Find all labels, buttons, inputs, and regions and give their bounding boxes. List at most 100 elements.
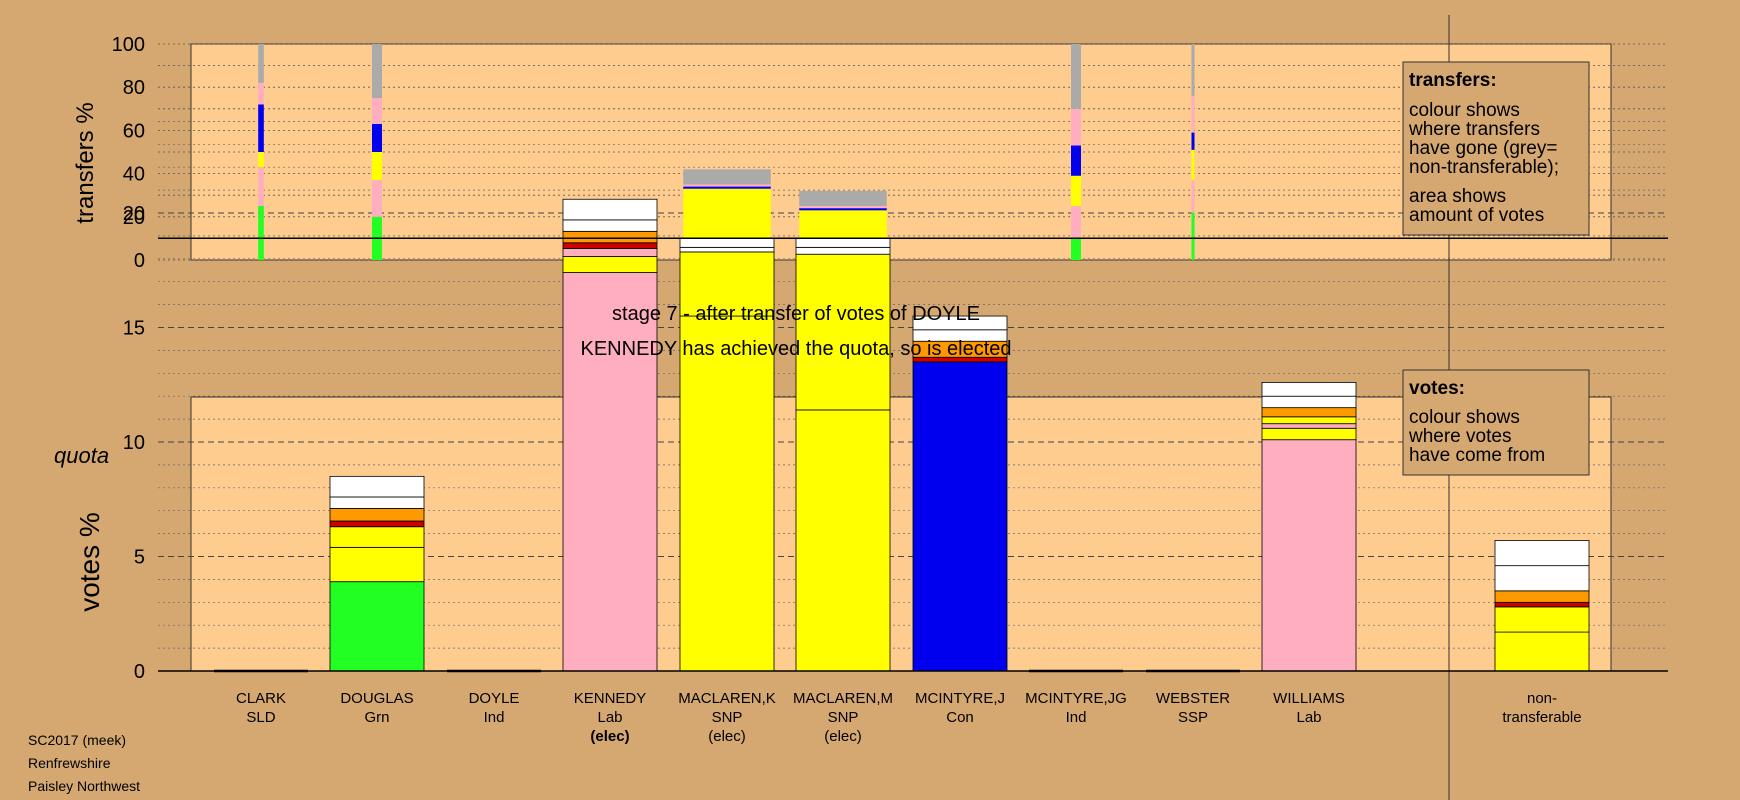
vote-segment (329, 475, 425, 498)
transfer-segment (371, 152, 383, 181)
bars (214, 44, 1590, 673)
candidate-label: DOUGLAS Grn (317, 689, 437, 727)
transfer-segment (371, 180, 383, 217)
legend-transfers-line: where transfers (1408, 119, 1540, 140)
candidate-status: (elec) (708, 728, 746, 745)
vote-segment (1261, 427, 1357, 441)
vote-segment (1261, 423, 1357, 429)
transfer-segment (1070, 175, 1082, 206)
candidate-name: non- (1526, 690, 1558, 707)
transfer-segment (683, 186, 771, 189)
vote-segment (562, 230, 658, 244)
legend-transfers-line: area shows (1409, 186, 1506, 207)
votes-tick-label: 5 (134, 547, 145, 569)
vote-segment (1261, 382, 1357, 397)
vote-segment (1261, 439, 1357, 672)
footer-line: SC2017 (meek) (28, 732, 127, 748)
candidate-party: SNP (827, 709, 859, 726)
vote-segment (1494, 540, 1590, 567)
transfer-segment (371, 98, 383, 124)
transfers-tick-label: 40 (123, 164, 145, 186)
stage-subtitle: KENNEDY has achieved the quota, so is el… (581, 338, 1012, 360)
vote-segment (1494, 565, 1590, 592)
votes-tick-label: 0 (134, 661, 145, 683)
transfer-segment (1070, 108, 1082, 146)
candidate-name: MCINTYRE,JG (1025, 690, 1127, 707)
candidate-party: SLD (246, 709, 276, 726)
candidate-label: CLARK SLD (201, 689, 321, 727)
transfer-segment (683, 188, 771, 243)
vote-segment (562, 272, 658, 672)
transfer-segment (258, 152, 264, 168)
votes-axis-label: votes % (74, 512, 105, 612)
vote-segment (912, 361, 1008, 672)
vote-segment (562, 256, 658, 273)
legend-transfers: transfers: colour shows where transfers … (1402, 61, 1590, 236)
transfer-segment (1070, 206, 1082, 239)
vote-segment (795, 237, 891, 248)
vote-segment (679, 246, 775, 253)
legend-votes-line: have come from (1409, 445, 1545, 466)
transfer-segment (1191, 180, 1195, 213)
vote-segment (795, 246, 891, 255)
candidate-status: (elec) (590, 728, 630, 745)
transfer-segment (258, 104, 264, 152)
legend-transfers-title: transfers: (1409, 70, 1497, 91)
transfer-segment (258, 167, 264, 206)
candidate-name: CLARK (235, 690, 287, 707)
candidate-name: MACLAREN,K (678, 690, 776, 707)
candidate-party: Con (946, 709, 974, 726)
candidate-party: Lab (597, 709, 623, 726)
transfer-segment (1191, 212, 1195, 260)
candidate-name: WILLIAMS (1273, 690, 1345, 707)
transfer-segment (371, 123, 383, 152)
transfer-segment (1191, 95, 1195, 133)
transfer-segment (258, 82, 264, 105)
vote-segment (1261, 395, 1357, 409)
transfer-segment (1191, 149, 1195, 181)
candidate-status: (elec) (824, 728, 862, 745)
candidate-party: SNP (711, 709, 743, 726)
transfer-segment (683, 169, 771, 185)
vote-segment (329, 526, 425, 548)
vote-segment (329, 581, 425, 672)
vote-segment (1494, 631, 1590, 672)
candidate-label: DOYLE Ind (434, 689, 554, 727)
transfers-tick-label: 60 (123, 120, 145, 142)
legend-votes-line: where votes (1408, 426, 1511, 447)
candidate-party: SSP (1177, 709, 1208, 726)
votes-tick-label: 15 (123, 318, 145, 340)
legend-votes-title: votes: (1409, 378, 1465, 399)
candidate-party: Lab (1296, 709, 1322, 726)
votes-tick-label: 10 (123, 432, 145, 454)
transfer-segment (799, 208, 887, 211)
candidate-name: DOUGLAS (340, 690, 414, 707)
candidate-label: non-transferable (1482, 689, 1602, 727)
vote-segment (329, 546, 425, 583)
transfer-segment (683, 184, 771, 187)
transfers-tick-label: 0 (134, 250, 145, 272)
transfers-tick-label: 20 (123, 207, 145, 229)
transfers-axis-label: transfers % (72, 102, 99, 223)
candidate-name: DOYLE (468, 690, 520, 707)
transfer-segment (1070, 44, 1082, 109)
candidate-label: MACLAREN,M SNP (elec) (783, 689, 903, 746)
transfer-segment (258, 206, 264, 260)
legend-votes-line: colour shows (1409, 407, 1520, 428)
vote-segment (912, 315, 1008, 331)
vote-segment (329, 520, 425, 528)
vote-segment (795, 409, 891, 672)
quota-label: quota (54, 443, 109, 468)
vote-segment (562, 198, 658, 221)
transfer-segment (1191, 44, 1195, 96)
candidate-label: WEBSTER SSP (1133, 689, 1253, 727)
candidate-name: MCINTYRE,J (915, 690, 1005, 707)
vote-segment (1494, 601, 1590, 608)
candidate-name: KENNEDY (573, 690, 647, 707)
candidate-name: WEBSTER (1155, 690, 1231, 707)
vote-segment (329, 508, 425, 522)
vote-segment (562, 242, 658, 249)
vote-segment (1494, 590, 1590, 603)
candidate-party: transferable (1502, 709, 1582, 726)
